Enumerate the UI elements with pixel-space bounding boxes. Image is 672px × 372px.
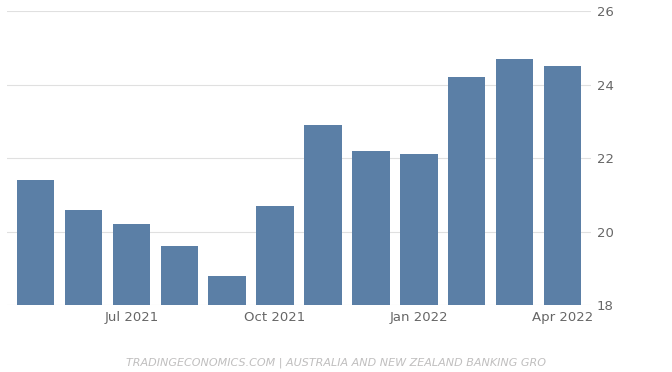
Bar	[113, 224, 150, 372]
Text: TRADINGECONOMICS.COM | AUSTRALIA AND NEW ZEALAND BANKING GRO: TRADINGECONOMICS.COM | AUSTRALIA AND NEW…	[126, 358, 546, 368]
Bar	[544, 66, 581, 372]
Bar	[161, 246, 198, 372]
Bar	[208, 276, 246, 372]
Bar	[400, 154, 437, 372]
Bar	[448, 77, 485, 372]
Bar	[496, 59, 534, 372]
Bar	[65, 209, 102, 372]
Bar	[304, 125, 341, 372]
Bar	[257, 206, 294, 372]
Bar	[17, 180, 54, 372]
Bar	[352, 151, 390, 372]
